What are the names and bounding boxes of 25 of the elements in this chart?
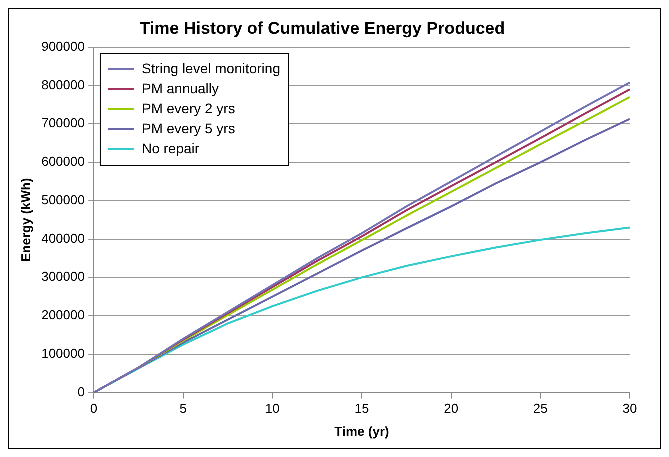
x-tick-label: 10 — [265, 401, 280, 416]
y-tick-label: 0 — [78, 384, 85, 400]
x-axis-title: Time (yr) — [334, 424, 390, 439]
y-tick-label: 400000 — [42, 230, 85, 246]
x-tick-label: 15 — [354, 401, 370, 416]
y-tick-label: 100000 — [42, 346, 85, 361]
y-tick-label: 600000 — [42, 154, 85, 170]
x-tick-label: 5 — [180, 401, 187, 416]
y-tick-label: 300000 — [42, 269, 85, 284]
y-tick-label: 900000 — [42, 38, 85, 54]
x-tick-label: 0 — [90, 401, 98, 416]
legend-label: PM every 2 yrs — [142, 100, 236, 116]
y-tick-label: 500000 — [42, 192, 85, 208]
x-tick-label: 30 — [622, 401, 638, 416]
x-tick-label: 20 — [444, 401, 459, 416]
legend-label: PM every 5 yrs — [142, 120, 236, 136]
y-axis-title: Energy (kWh) — [18, 178, 34, 262]
chart-title: Time History of Cumulative Energy Produced — [140, 18, 506, 38]
legend-label: String level monitoring — [142, 60, 280, 76]
y-tick-label: 200000 — [42, 308, 85, 323]
legend-label: PM annually — [142, 80, 220, 96]
y-tick-label: 800000 — [42, 77, 85, 92]
legend-label: No repair — [142, 140, 200, 156]
y-tick-label: 700000 — [42, 116, 85, 131]
x-tick-label: 25 — [533, 401, 548, 416]
